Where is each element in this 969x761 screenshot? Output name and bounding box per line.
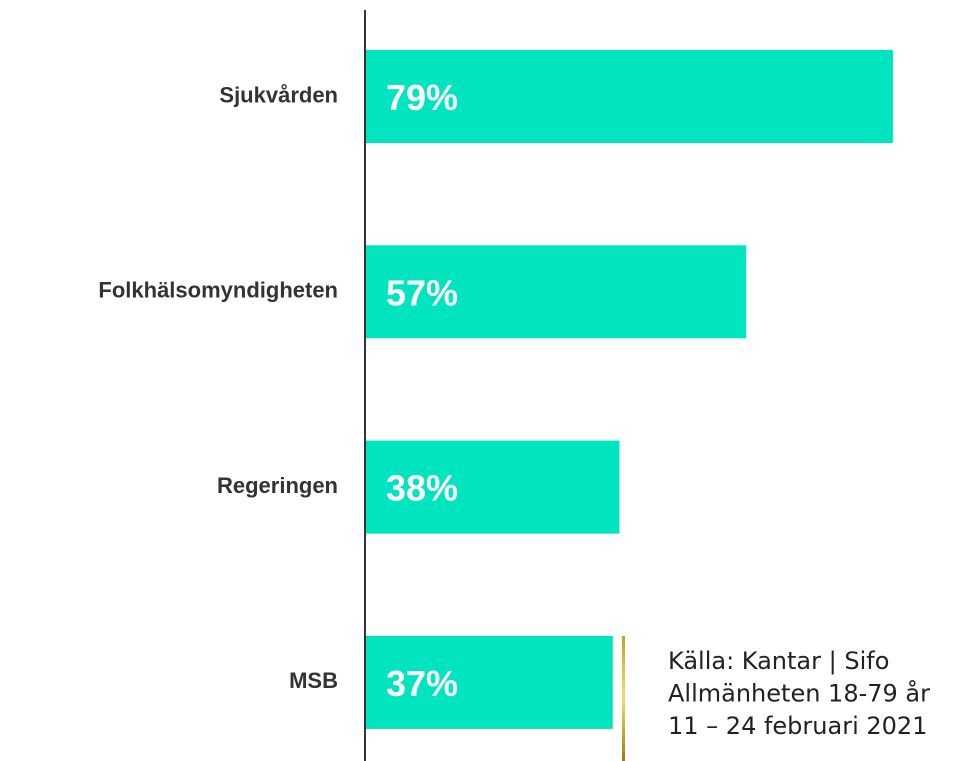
source-note: 11 – 24 februari 2021 [668, 712, 927, 740]
source-note: Källa: Kantar | Sifo [668, 647, 889, 675]
bar [366, 440, 620, 534]
bar [366, 50, 893, 143]
category-label: MSB [289, 668, 338, 693]
value-label: 79% [386, 77, 458, 118]
value-label: 38% [386, 468, 458, 509]
category-label: Sjukvården [219, 82, 338, 107]
value-label: 57% [386, 272, 458, 313]
bar [366, 635, 613, 729]
value-label: 37% [386, 663, 458, 704]
category-label: Regeringen [217, 473, 338, 498]
source-note: Allmänheten 18-79 år [668, 679, 930, 708]
category-label: Folkhälsomyndigheten [98, 278, 338, 303]
bar [366, 245, 747, 339]
source-divider [622, 636, 625, 761]
